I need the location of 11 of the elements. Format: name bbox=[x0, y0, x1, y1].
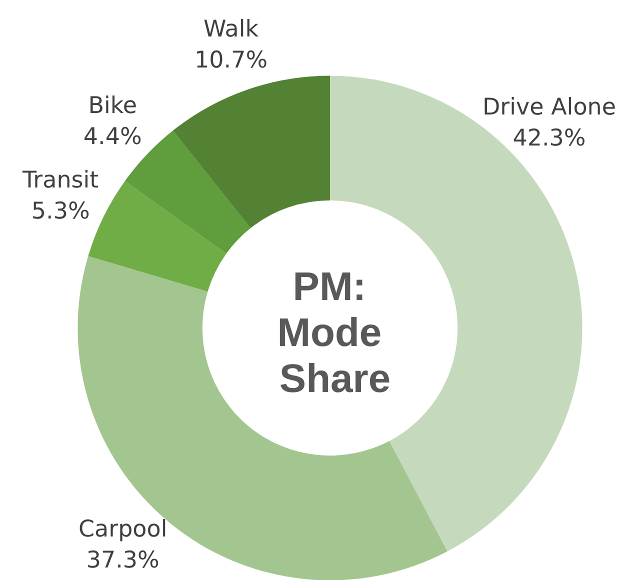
data-label: 10.7% bbox=[194, 47, 268, 74]
slice-label: Transit bbox=[22, 168, 99, 194]
data-label: 42.3% bbox=[512, 126, 586, 152]
data-label: 5.3% bbox=[31, 198, 90, 225]
slice-label: Drive Alone bbox=[482, 94, 616, 121]
slice-label: Bike bbox=[88, 92, 138, 119]
text: PM: Mode Share bbox=[277, 265, 393, 401]
data-label: 4.4% bbox=[83, 124, 142, 150]
slice-label: Carpool bbox=[78, 516, 168, 542]
slice-label: Walk bbox=[204, 16, 260, 42]
data-label: 37.3% bbox=[86, 548, 160, 574]
